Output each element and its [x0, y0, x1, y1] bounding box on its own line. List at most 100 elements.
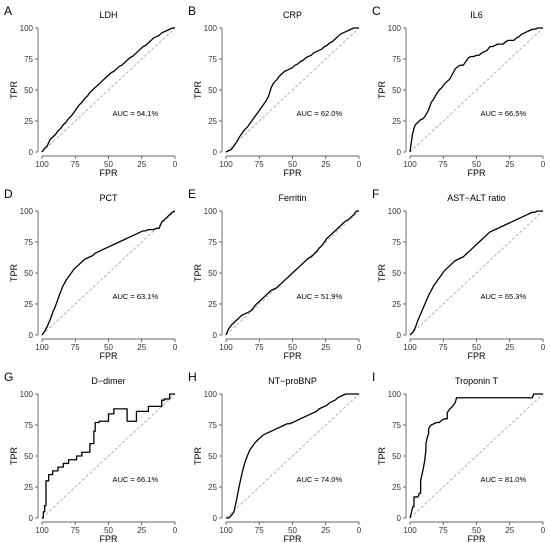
x-tick-label: 0 [541, 343, 546, 352]
x-tick-label: 100 [219, 343, 233, 352]
y-tick-label: 0 [213, 514, 218, 523]
panel-letter: E [188, 187, 196, 201]
panel-troponin-t: I Troponin T 0 25 50 75 100 100 75 50 25 0 FPR TPR AUC… [372, 370, 546, 544]
y-tick-label: 100 [388, 207, 402, 216]
y-tick-label: 100 [204, 24, 218, 33]
x-axis-label: FPR [468, 534, 487, 544]
x-axis-label: FPR [100, 168, 119, 178]
y-tick-label: 0 [397, 331, 402, 340]
y-tick-label: 25 [392, 117, 401, 126]
reference-diagonal [409, 27, 544, 153]
x-tick-label: 75 [255, 526, 264, 535]
x-tick-label: 0 [173, 160, 178, 169]
x-axis-label: FPR [468, 351, 487, 361]
x-tick-label: 100 [35, 526, 49, 535]
panel-ferritin: E Ferritin 0 25 50 75 100 100 75 50 25 0 FPR TPR AUC =… [188, 187, 362, 361]
y-tick-label: 75 [208, 55, 217, 64]
panel-letter: H [188, 370, 197, 384]
x-tick-label: 100 [219, 526, 233, 535]
auc-label: AUC = 62.0% [296, 109, 342, 118]
auc-label: AUC = 81.0% [480, 475, 526, 484]
y-tick-label: 75 [208, 238, 217, 247]
roc-curve [225, 27, 359, 153]
panel-letter: A [4, 4, 12, 18]
x-tick-label: 25 [321, 160, 330, 169]
y-tick-label: 75 [392, 421, 401, 430]
x-tick-label: 0 [357, 160, 362, 169]
x-tick-label: 50 [104, 526, 113, 535]
y-tick-label: 100 [20, 207, 34, 216]
y-axis-label: TPR [377, 80, 387, 99]
x-tick-label: 25 [505, 526, 514, 535]
x-tick-label: 75 [255, 343, 264, 352]
y-tick-label: 25 [392, 300, 401, 309]
x-tick-label: 25 [321, 526, 330, 535]
panel-letter: D [4, 187, 13, 201]
y-tick-label: 0 [29, 514, 34, 523]
x-tick-label: 50 [288, 160, 297, 169]
y-tick-label: 25 [24, 483, 33, 492]
x-axis-label: FPR [284, 534, 303, 544]
y-tick-label: 100 [388, 390, 402, 399]
panel-title: D−dimer [91, 376, 125, 386]
y-axis-label: TPR [193, 80, 203, 99]
y-tick-label: 50 [392, 86, 401, 95]
x-tick-label: 25 [505, 160, 514, 169]
roc-curve [409, 393, 543, 519]
x-tick-label: 50 [104, 343, 113, 352]
auc-label: AUC = 66.1% [112, 475, 158, 484]
y-tick-label: 0 [29, 331, 34, 340]
y-tick-label: 0 [213, 148, 218, 157]
reference-diagonal [41, 27, 176, 153]
y-tick-label: 75 [208, 421, 217, 430]
auc-label: AUC = 63.1% [112, 292, 158, 301]
x-tick-label: 25 [137, 160, 146, 169]
y-tick-label: 100 [20, 24, 34, 33]
x-tick-label: 0 [173, 526, 178, 535]
panel-pct: D PCT 0 25 50 75 100 100 75 50 25 0 FPR TPR AUC = 63.1… [4, 187, 178, 361]
reference-diagonal [409, 393, 544, 519]
panel-title: IL6 [470, 10, 483, 20]
x-tick-label: 100 [35, 160, 49, 169]
panel-ldh: A LDH 0 25 50 75 100 100 75 50 25 0 FPR TPR AUC = 54.1… [4, 4, 178, 178]
y-tick-label: 75 [24, 55, 33, 64]
x-tick-label: 0 [541, 526, 546, 535]
reference-diagonal [409, 210, 544, 336]
y-axis-label: TPR [377, 446, 387, 465]
x-tick-label: 75 [439, 160, 448, 169]
y-axis-label: TPR [9, 446, 19, 465]
x-tick-label: 50 [472, 160, 481, 169]
panel-letter: C [372, 4, 381, 18]
x-tick-label: 75 [439, 343, 448, 352]
x-tick-label: 50 [288, 526, 297, 535]
x-tick-label: 0 [173, 343, 178, 352]
roc-curve [42, 393, 175, 519]
y-tick-label: 50 [208, 86, 217, 95]
roc-curve [409, 210, 543, 336]
y-tick-label: 100 [20, 390, 34, 399]
x-tick-label: 75 [439, 526, 448, 535]
y-axis-label: TPR [193, 263, 203, 282]
y-tick-label: 0 [397, 514, 402, 523]
roc-curve [41, 210, 176, 336]
x-axis-label: FPR [468, 168, 487, 178]
y-tick-label: 25 [208, 300, 217, 309]
x-tick-label: 100 [219, 160, 233, 169]
reference-diagonal [225, 27, 360, 153]
auc-label: AUC = 51.9% [296, 292, 342, 301]
x-tick-label: 100 [403, 343, 417, 352]
reference-diagonal [41, 210, 176, 336]
x-tick-label: 25 [321, 343, 330, 352]
x-tick-label: 75 [71, 343, 80, 352]
roc-curve [41, 27, 175, 153]
y-tick-label: 50 [392, 269, 401, 278]
panel-title: PCT [100, 193, 119, 203]
panel-crp: B CRP 0 25 50 75 100 100 75 50 25 0 FPR TPR AUC = 62.0… [188, 4, 362, 178]
x-tick-label: 0 [357, 526, 362, 535]
reference-diagonal [225, 393, 360, 519]
panel-title: CRP [283, 10, 302, 20]
y-tick-label: 75 [24, 421, 33, 430]
y-tick-label: 100 [204, 390, 218, 399]
x-tick-label: 0 [357, 343, 362, 352]
y-tick-label: 50 [208, 269, 217, 278]
